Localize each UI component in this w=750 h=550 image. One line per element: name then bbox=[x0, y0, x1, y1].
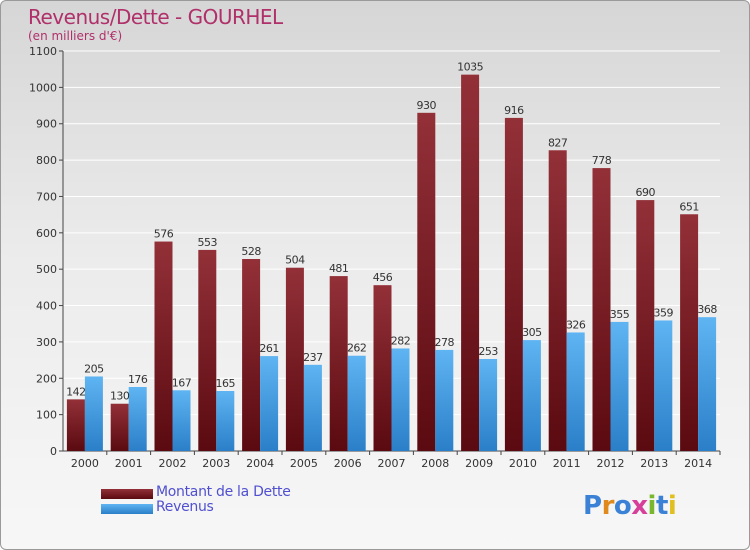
data-label-revenus: 326 bbox=[566, 318, 586, 331]
y-tick-label: 300 bbox=[36, 336, 57, 349]
data-label-revenus: 176 bbox=[128, 373, 148, 386]
bar-dette bbox=[680, 214, 699, 451]
x-tick-label: 2004 bbox=[246, 457, 274, 470]
data-label-revenus: 237 bbox=[303, 351, 323, 364]
x-tick-label: 2011 bbox=[553, 457, 581, 470]
y-tick-label: 600 bbox=[36, 227, 57, 240]
bar-revenus bbox=[347, 355, 366, 451]
data-label-dette: 576 bbox=[154, 228, 174, 241]
bar-dette bbox=[66, 399, 85, 451]
data-label-dette: 456 bbox=[373, 271, 393, 284]
data-label-dette: 690 bbox=[636, 186, 656, 199]
bar-revenus bbox=[566, 332, 585, 451]
y-tick-label: 1000 bbox=[29, 81, 57, 94]
data-label-dette: 778 bbox=[592, 154, 612, 167]
bar-dette bbox=[504, 117, 523, 451]
y-tick-label: 100 bbox=[36, 409, 57, 422]
bars bbox=[66, 74, 717, 452]
x-tick-label: 2010 bbox=[509, 457, 537, 470]
x-tick-label: 2013 bbox=[640, 457, 668, 470]
bar-revenus bbox=[435, 349, 454, 451]
data-label-revenus: 261 bbox=[259, 342, 279, 355]
bar-revenus bbox=[128, 387, 147, 451]
data-label-revenus: 368 bbox=[697, 303, 717, 316]
bar-dette bbox=[417, 112, 436, 452]
data-label-dette: 827 bbox=[548, 136, 568, 149]
data-label-dette: 916 bbox=[504, 104, 524, 117]
data-label-revenus: 262 bbox=[347, 342, 367, 355]
x-tick-label: 2012 bbox=[597, 457, 625, 470]
data-label-revenus: 305 bbox=[522, 326, 542, 339]
legend-label-dette: Montant de la Dette bbox=[156, 484, 291, 500]
x-tick-label: 2006 bbox=[334, 457, 362, 470]
y-tick-label: 200 bbox=[36, 372, 57, 385]
bar-revenus bbox=[654, 320, 673, 451]
x-tick-label: 2001 bbox=[115, 457, 143, 470]
y-tick-label: 400 bbox=[36, 300, 57, 313]
legend-swatch-dette bbox=[101, 489, 153, 499]
data-label-revenus: 359 bbox=[654, 306, 674, 319]
bar-revenus bbox=[216, 391, 235, 451]
chart-title: Revenus/Dette - GOURHEL bbox=[28, 5, 283, 29]
y-tick-label: 500 bbox=[36, 263, 57, 276]
bar-revenus bbox=[303, 364, 322, 451]
data-label-dette: 504 bbox=[285, 254, 305, 267]
y-tick-label: 800 bbox=[36, 154, 57, 167]
bar-revenus bbox=[84, 376, 103, 451]
axes: 0 100 200 300 400 500 600 700 800 900 1000 1100 2000… bbox=[29, 45, 721, 470]
x-tick-label: 2000 bbox=[71, 457, 99, 470]
bar-revenus bbox=[522, 340, 541, 451]
data-label-dette: 528 bbox=[241, 245, 261, 258]
data-labels: 142 205 130 176 576 167 553 165 528 261 504 237 481 2… bbox=[66, 61, 718, 403]
x-tick-label: 2014 bbox=[684, 457, 712, 470]
x-tick-label: 2003 bbox=[202, 457, 230, 470]
data-label-revenus: 282 bbox=[391, 334, 411, 347]
bar-revenus bbox=[260, 356, 279, 451]
bar-dette bbox=[285, 267, 304, 451]
chart-subtitle: (en milliers d'€) bbox=[28, 29, 123, 43]
bar-dette bbox=[242, 259, 261, 451]
bar-dette bbox=[198, 249, 217, 451]
bar-revenus bbox=[172, 390, 191, 451]
x-tick-label: 2008 bbox=[421, 457, 449, 470]
data-label-revenus: 205 bbox=[84, 362, 104, 375]
y-tick-label: 1100 bbox=[29, 45, 57, 58]
y-tick-label: 0 bbox=[50, 445, 57, 458]
data-label-dette: 651 bbox=[679, 200, 699, 213]
data-label-dette: 130 bbox=[110, 390, 130, 403]
x-tick-label: 2002 bbox=[159, 457, 187, 470]
data-label-dette: 142 bbox=[66, 385, 86, 398]
data-label-revenus: 278 bbox=[435, 336, 455, 349]
bar-revenus bbox=[479, 359, 498, 451]
data-label-dette: 481 bbox=[329, 262, 349, 275]
bar-dette bbox=[461, 74, 480, 452]
data-label-revenus: 253 bbox=[478, 345, 498, 358]
bar-dette bbox=[373, 285, 392, 451]
y-tick-label: 900 bbox=[36, 118, 57, 131]
bar-dette bbox=[329, 276, 348, 451]
data-label-dette: 1035 bbox=[457, 61, 483, 74]
data-label-revenus: 167 bbox=[172, 376, 192, 389]
bar-dette bbox=[154, 241, 173, 451]
x-tick-label: 2009 bbox=[465, 457, 493, 470]
data-label-revenus: 355 bbox=[610, 308, 630, 321]
x-tick-label: 2007 bbox=[378, 457, 406, 470]
bar-revenus bbox=[698, 317, 717, 451]
bar-revenus bbox=[391, 348, 410, 451]
proxiti-logo: Proxiti bbox=[583, 491, 677, 521]
legend-swatch-revenus bbox=[101, 504, 153, 514]
y-tick-label: 700 bbox=[36, 190, 57, 203]
legend-label-revenus: Revenus bbox=[156, 499, 214, 515]
bar-dette bbox=[636, 200, 655, 451]
x-tick-label: 2005 bbox=[290, 457, 318, 470]
bar-dette bbox=[592, 168, 611, 451]
data-label-dette: 930 bbox=[417, 99, 437, 112]
bar-revenus bbox=[610, 321, 629, 451]
bar-dette bbox=[548, 150, 567, 452]
data-label-dette: 553 bbox=[198, 236, 218, 249]
data-label-revenus: 165 bbox=[216, 377, 236, 390]
bar-dette bbox=[110, 403, 129, 451]
